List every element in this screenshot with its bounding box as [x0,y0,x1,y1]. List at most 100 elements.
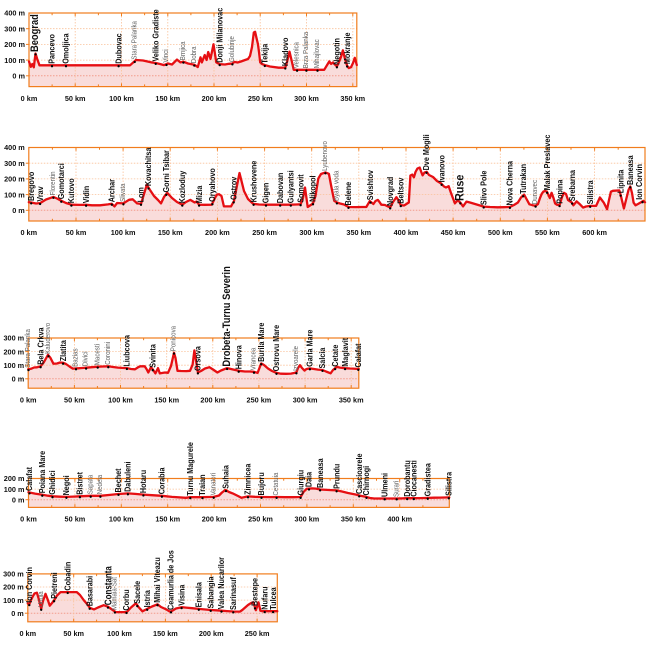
svg-text:Baneasa: Baneasa [625,155,635,185]
svg-text:Urluia: Urluia [37,591,45,607]
svg-text:Cetatuia: Cetatuia [273,472,281,495]
svg-text:Bujoru: Bujoru [257,472,267,495]
svg-text:150 km: 150 km [154,395,179,404]
svg-text:550 km: 550 km [535,228,560,237]
svg-text:Kovachitsa: Kovachitsa [144,147,154,186]
svg-text:200 m: 200 m [3,347,24,356]
svg-text:Traian: Traian [198,474,208,495]
svg-text:Mamaia-Sat: Mamaia-Sat [111,577,119,610]
svg-text:300 m: 300 m [3,334,24,343]
svg-text:300 m: 300 m [3,570,24,579]
svg-text:Bechet: Bechet [114,468,124,492]
svg-text:Vrav: Vrav [35,186,45,202]
svg-text:Chirnogi: Chirnogi [362,466,372,496]
svg-text:Maglavit: Maglavit [340,337,350,366]
svg-text:Dve Mogili: Dve Mogili [422,134,432,170]
svg-text:Kaluderovo: Kaluderovo [45,323,53,354]
svg-text:0 m: 0 m [12,206,25,215]
svg-text:50 km: 50 km [63,629,84,638]
svg-text:Bestepe: Bestepe [250,577,260,606]
svg-text:Suhaia: Suhaia [221,465,231,489]
svg-text:Stara Palanka: Stara Palanka [25,329,33,368]
svg-text:450 km: 450 km [441,228,466,237]
svg-text:Brnjica: Brnjica [180,41,188,60]
svg-text:400 km: 400 km [387,515,412,524]
svg-text:100 km: 100 km [107,629,132,638]
svg-text:Mihajlovac: Mihajlovac [314,39,322,69]
svg-text:500 km: 500 km [488,228,513,237]
svg-text:50 km: 50 km [65,94,86,103]
svg-text:Belene: Belene [344,181,354,205]
svg-text:Pietreni: Pietreni [49,572,59,598]
svg-text:Omoljica: Omoljica [61,33,71,64]
svg-text:Izvoarele: Izvoarele [293,346,301,371]
svg-text:0 km: 0 km [21,94,38,103]
svg-text:Constanta: Constanta [102,565,113,605]
svg-text:Istria: Istria [142,590,152,608]
svg-text:Ulmeni: Ulmeni [380,473,390,497]
svg-text:200 km: 200 km [200,395,225,404]
svg-text:Cascioarele: Cascioarele [354,453,364,494]
svg-text:Florentin: Florentin [50,171,58,195]
svg-text:Orsova: Orsova [193,346,203,371]
svg-text:Nova Cherna: Nova Cherna [505,160,515,205]
svg-text:Calafat: Calafat [353,343,363,367]
svg-text:Vinci: Vinci [163,49,171,63]
svg-text:Ostrov: Ostrov [229,176,239,200]
svg-text:Gigen: Gigen [261,183,271,204]
svg-text:Ion Corvin: Ion Corvin [24,567,34,603]
svg-text:Slivo Pole: Slivo Pole [479,170,489,205]
svg-text:Veliko Gradiste: Veliko Gradiste [151,9,161,62]
svg-text:350 km: 350 km [339,395,364,404]
svg-text:Cetate: Cetate [330,344,340,367]
svg-text:350 km: 350 km [341,515,366,524]
svg-text:Gomotarci: Gomotarci [56,163,66,199]
svg-text:Ruse: Ruse [454,175,467,201]
svg-text:Popina: Popina [555,179,565,204]
svg-text:Bregovo: Bregovo [26,172,36,201]
svg-text:Surari: Surari [393,480,401,497]
svg-text:Vidin: Vidin [81,186,91,204]
svg-text:300 m: 300 m [4,159,25,168]
svg-text:Bela Crkva: Bela Crkva [36,327,46,365]
svg-text:Pancevo: Pancevo [47,34,57,64]
svg-text:Sarinasuf: Sarinasuf [228,577,238,610]
svg-text:100 m: 100 m [4,485,25,494]
svg-text:300 m: 300 m [4,24,25,33]
svg-text:300 km: 300 km [294,94,319,103]
svg-text:0 km: 0 km [19,629,36,638]
svg-text:Donji Milanovac: Donji Milanovac [215,7,225,62]
svg-text:Srebarna: Srebarna [567,169,577,201]
svg-text:Salcia: Salcia [318,347,328,368]
svg-text:250 km: 250 km [245,629,270,638]
svg-text:Svishtov: Svishtov [366,170,376,201]
svg-text:Dunavec: Dunavec [532,179,540,204]
svg-text:150 km: 150 km [155,515,180,524]
svg-text:350 km: 350 km [340,94,365,103]
svg-text:Sapata: Sapata [87,475,95,495]
svg-text:200 km: 200 km [202,515,227,524]
svg-text:Krushovene: Krushovene [249,160,259,202]
svg-text:50 km: 50 km [65,515,86,524]
svg-text:Ponicova: Ponicova [170,326,178,351]
svg-text:Mokranje: Mokranje [342,32,352,64]
svg-text:Ostrovu Mare: Ostrovu Mare [272,324,282,371]
svg-text:Tulcea: Tulcea [268,587,278,610]
svg-text:100 km: 100 km [109,515,134,524]
svg-text:Garla Mare: Garla Mare [305,329,315,367]
svg-text:Somovit: Somovit [296,174,306,203]
svg-text:Zlatita: Zlatita [58,339,68,361]
svg-text:Vanatori: Vanatori [210,473,218,496]
svg-text:300 km: 300 km [299,228,324,237]
svg-text:Dorobantu: Dorobantu [402,460,412,497]
svg-text:250 km: 250 km [248,515,273,524]
svg-text:Vrancea: Vrancea [250,347,258,370]
svg-text:Nedeia: Nedeia [97,475,105,495]
svg-text:Ion Corvin: Ion Corvin [635,164,645,200]
svg-text:0 km: 0 km [20,395,37,404]
svg-text:Daia: Daia [304,471,314,487]
svg-text:Svinita: Svinita [148,344,158,368]
svg-text:Sacele: Sacele [132,580,142,603]
svg-text:100 km: 100 km [111,228,136,237]
svg-text:Nufaru: Nufaru [260,586,270,609]
